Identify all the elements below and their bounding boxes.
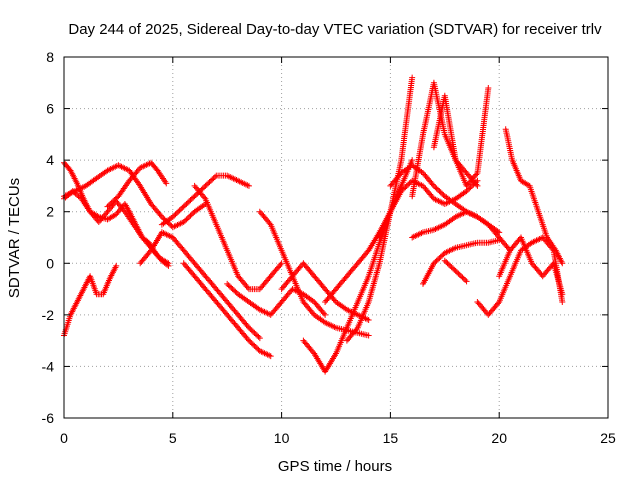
y-tick-label: 8	[46, 49, 54, 65]
series-arc11	[256, 208, 372, 339]
point-markers	[502, 126, 566, 267]
y-axis-label: SDTVAR / TECUs	[6, 178, 23, 298]
point-markers	[430, 84, 492, 189]
y-tick-label: 2	[46, 204, 54, 220]
point-markers	[180, 260, 274, 360]
series-arc4	[61, 262, 120, 339]
x-tick-label: 15	[383, 430, 399, 446]
point-markers	[104, 159, 170, 210]
series-arc23	[502, 126, 566, 267]
y-tick-label: 4	[46, 152, 54, 168]
point-markers	[278, 260, 372, 324]
y-tick-label: -2	[42, 307, 55, 323]
x-tick-label: 25	[600, 430, 616, 446]
x-axis-label: GPS time / hours	[278, 458, 392, 475]
series-arc21	[420, 237, 503, 287]
point-markers	[61, 262, 120, 339]
y-tick-label: -4	[42, 358, 55, 374]
series-arc24	[496, 234, 566, 298]
point-markers	[420, 237, 503, 287]
data-points	[61, 74, 566, 375]
grid-lines	[64, 57, 608, 418]
y-tick-label: 6	[46, 101, 54, 117]
point-markers	[496, 234, 566, 298]
plot-frame	[63, 56, 609, 419]
point-markers	[256, 208, 372, 339]
series-arc5	[104, 159, 170, 210]
x-tick-label: 10	[274, 430, 290, 446]
chart-title: Day 244 of 2025, Sidereal Day-to-day VTE…	[68, 21, 602, 38]
y-tick-labels: -6 -4 -2 0 2 4 6 8	[42, 49, 55, 426]
series-arc25	[441, 257, 470, 285]
y-tick-label: -6	[42, 410, 55, 426]
series-arc8	[180, 260, 274, 360]
point-markers	[137, 229, 263, 342]
axis-ticks	[63, 56, 609, 419]
series-arc14	[322, 157, 416, 305]
point-markers	[343, 74, 416, 344]
x-tick-label: 0	[60, 430, 68, 446]
x-tick-label: 20	[491, 430, 507, 446]
point-markers	[191, 182, 285, 293]
point-markers	[322, 157, 416, 305]
y-tick-label: 0	[46, 255, 54, 271]
series-arc19	[430, 84, 492, 189]
series-arc6	[137, 229, 263, 342]
x-tick-label: 5	[169, 430, 177, 446]
point-markers	[224, 280, 329, 318]
x-tick-labels: 0 5 10 15 20 25	[60, 430, 616, 446]
series-arc9	[191, 182, 285, 293]
point-markers	[441, 257, 470, 285]
series-arc15	[343, 74, 416, 344]
series-arc10	[224, 280, 329, 318]
series-arc12	[278, 260, 372, 324]
